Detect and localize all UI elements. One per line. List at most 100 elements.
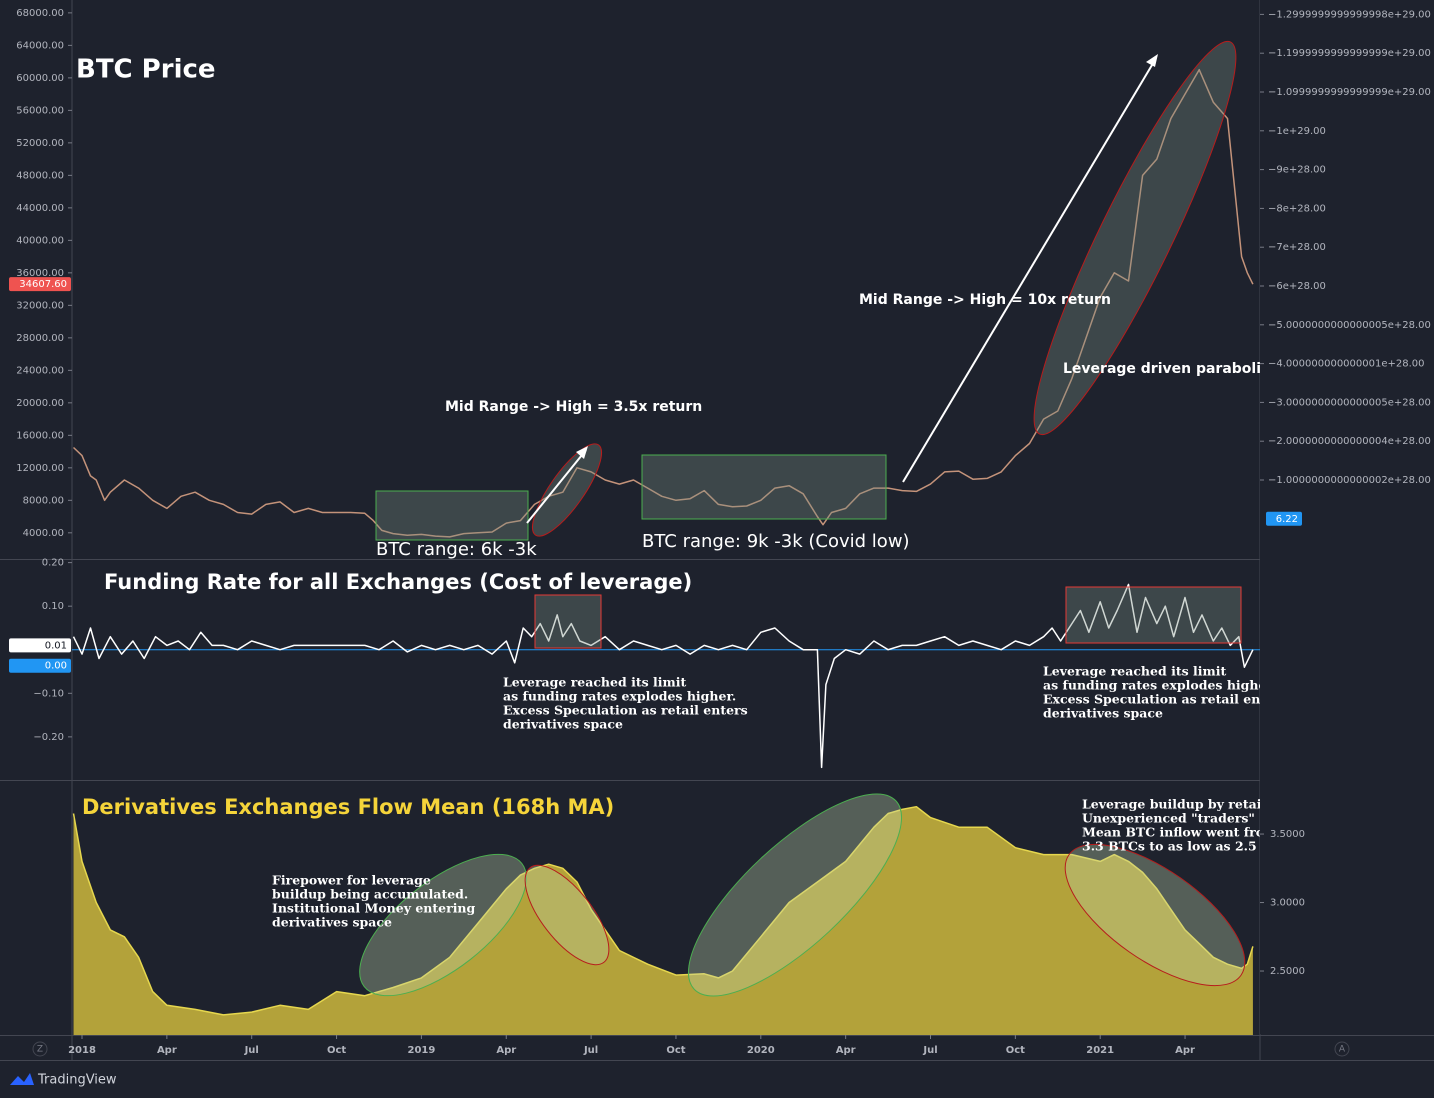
x-tick-label: 2019 xyxy=(407,1045,435,1056)
texts: BTC Price Mid Range -> High = 3.5x retur… xyxy=(76,55,1301,930)
y2-tick-label: −4.000000000000001e+28.00 xyxy=(1268,359,1425,370)
y-tick-label: 40000.00 xyxy=(16,235,64,246)
drawings xyxy=(359,40,1246,997)
y2-tick-label: −7e+28.00 xyxy=(1268,242,1326,253)
y-tick-label: 36000.00 xyxy=(16,268,64,279)
annotation: Mid Range -> High = 10x return xyxy=(859,292,1111,308)
x-tick-label: Oct xyxy=(327,1045,346,1056)
chart-title: BTC Price xyxy=(76,55,216,85)
y-tick-label: 0.20 xyxy=(42,558,64,569)
y2-tick-label: −3.0000000000000005e+28.00 xyxy=(1268,397,1431,408)
x-tick-label: Oct xyxy=(1006,1045,1025,1056)
y-tick-label: 44000.00 xyxy=(16,203,64,214)
y-tick-label: 16000.00 xyxy=(16,430,64,441)
chart-title: Derivatives Exchanges Flow Mean (168h MA… xyxy=(82,795,614,819)
highlight-ellipse xyxy=(532,443,602,537)
y2-tick-label: −1.0999999999999999e+29.00 xyxy=(1268,87,1431,98)
y-tick-label: 8000.00 xyxy=(23,495,64,506)
plot-layer xyxy=(72,68,1260,1035)
y-tick-label: 2.5000 xyxy=(1270,966,1305,977)
x-tick-label: Apr xyxy=(1175,1045,1195,1056)
logo-icon xyxy=(10,1073,34,1085)
annotation: 3.3 BTCs to as low as 2.5 BT xyxy=(1082,839,1282,854)
series-line xyxy=(72,583,1254,769)
annotation: Leverage reached its limit xyxy=(1043,664,1226,679)
button[interactable]: A xyxy=(1339,1045,1346,1055)
price-badge-label: 34607.60 xyxy=(19,279,67,290)
y-tick-label: −0.10 xyxy=(33,688,64,699)
annotation: derivatives space xyxy=(1043,706,1163,721)
annotation: Leverage buildup by retail, xyxy=(1082,797,1271,812)
y2-tick-label: −1.2999999999999998e+29.00 xyxy=(1268,9,1431,20)
brand[interactable]: TradingView xyxy=(37,1073,117,1088)
price-badge xyxy=(9,638,71,653)
highlight-ellipse xyxy=(1064,843,1246,987)
y-tick-label: 56000.00 xyxy=(16,105,64,116)
annotation: BTC range: 6k -3k xyxy=(376,539,537,560)
range-box xyxy=(641,454,887,520)
y-tick-label: 3.5000 xyxy=(1270,829,1305,840)
price-badge xyxy=(9,658,71,673)
x-tick-label: Apr xyxy=(157,1045,177,1056)
y2-tick-label: −1.1999999999999999e+29.00 xyxy=(1268,48,1431,59)
y-tick-label: 64000.00 xyxy=(16,40,64,51)
annotation: derivatives space xyxy=(503,717,623,732)
y-tick-label: 52000.00 xyxy=(16,138,64,149)
x-tick-label: Jul xyxy=(922,1045,937,1056)
button[interactable]: Z xyxy=(37,1045,43,1055)
series-line xyxy=(72,68,1254,538)
x-tick-label: Jul xyxy=(583,1045,598,1056)
arrow xyxy=(902,59,1156,483)
annotation: Firepower for leverage xyxy=(272,873,431,888)
y2-tick-label: −5.0000000000000005e+28.00 xyxy=(1268,320,1431,331)
annotation: Excess Speculation as retail enter xyxy=(1043,692,1281,707)
button-ring[interactable] xyxy=(32,1041,48,1057)
highlight-ellipse xyxy=(359,853,527,997)
x-tick-label: Oct xyxy=(666,1045,685,1056)
y-tick-label: 32000.00 xyxy=(16,300,64,311)
price-badge xyxy=(9,277,71,292)
y-tick-label: 68000.00 xyxy=(16,8,64,19)
y-tick-label: 24000.00 xyxy=(16,365,64,376)
x-tick-label: Jul xyxy=(244,1045,259,1056)
range-box xyxy=(375,490,529,541)
series-area xyxy=(73,806,1253,1035)
y2-tick-label: −1.0000000000000002e+28.00 xyxy=(1268,475,1431,486)
y2-tick-label: −6e+28.00 xyxy=(1268,281,1326,292)
highlight-ellipse xyxy=(687,793,903,997)
y-tick-label: 60000.00 xyxy=(16,73,64,84)
annotation: Excess Speculation as retail enters xyxy=(503,703,748,718)
price-badge-label: 0.00 xyxy=(45,661,67,672)
range-box xyxy=(1065,586,1242,644)
y-tick-label: 3.0000 xyxy=(1270,898,1305,909)
annotation: Leverage driven parabolic run xyxy=(1063,361,1301,377)
button-ring[interactable] xyxy=(1334,1041,1350,1057)
highlight-ellipse xyxy=(524,864,610,966)
annotation: derivatives space xyxy=(272,915,392,930)
y-tick-label: 20000.00 xyxy=(16,398,64,409)
arrow xyxy=(526,449,587,524)
footer: Z A TradingView xyxy=(10,1041,1350,1088)
annotation: as funding rates explodes higher. xyxy=(503,689,736,704)
annotation: Mid Range -> High = 3.5x return xyxy=(445,399,702,415)
axes-layer: 4000.00 8000.00 12000.00 16000.00 20000.00 24… xyxy=(9,8,1431,1056)
arrow-head xyxy=(576,446,588,459)
x-tick-label: Apr xyxy=(836,1045,856,1056)
y2-tick-label: −2.0000000000000004e+28.00 xyxy=(1268,436,1431,447)
y-tick-label: 4000.00 xyxy=(23,528,64,539)
y-tick-label: 0.10 xyxy=(42,601,64,612)
annotation: as funding rates explodes higher. xyxy=(1043,678,1276,693)
y2-tick-label: −1e+29.00 xyxy=(1268,126,1326,137)
y2-tick-label: −9e+28.00 xyxy=(1268,165,1326,176)
y-tick-label: 48000.00 xyxy=(16,170,64,181)
x-tick-label: 2018 xyxy=(68,1045,96,1056)
annotation: Institutional Money entering xyxy=(272,901,476,916)
range-box xyxy=(534,594,602,649)
chart-title: Funding Rate for all Exchanges (Cost of … xyxy=(104,570,692,594)
annotation: buildup being accumulated. xyxy=(272,887,468,902)
x-tick-label: 2020 xyxy=(747,1045,775,1056)
series-line xyxy=(72,805,1254,1016)
annotation: Mean BTC inflow went from xyxy=(1082,825,1277,840)
